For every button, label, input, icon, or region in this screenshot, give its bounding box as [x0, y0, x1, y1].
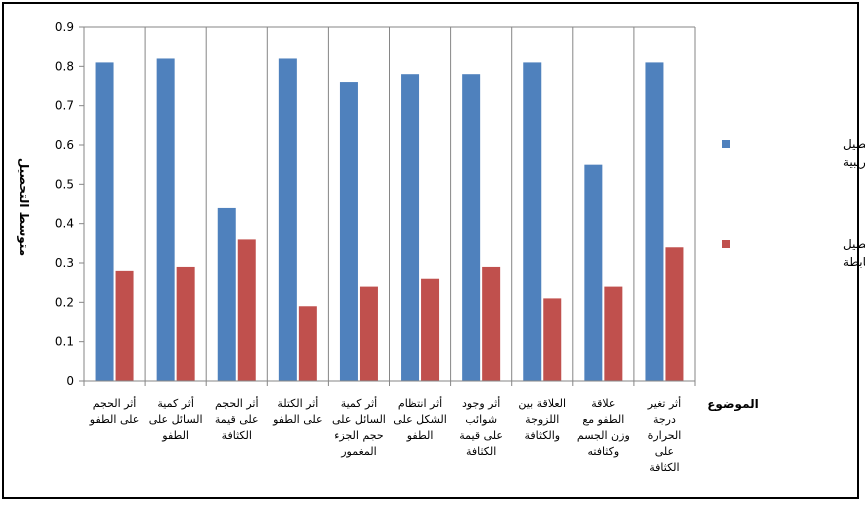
bar-series-1 [339, 82, 358, 382]
bar-series-2 [421, 278, 440, 381]
category-label-line: الكثافة [222, 429, 252, 442]
category-label: أثر وجود شوائب على قيمة الكثافة [459, 396, 503, 458]
labels-layer: 0 0.1 0.2 0.3 0.4 0.5 0.6 0.7 0.8 0.9 أثر الحجم على… [55, 20, 681, 474]
category-label-line: شوائب [465, 413, 497, 426]
category-label: أثر انتظام الشكل على الطفو [393, 396, 447, 442]
category-label-line: أثر الكتلة [277, 396, 318, 410]
grid-layer [84, 26, 696, 381]
y-tick-label: 0.5 [55, 177, 74, 191]
category-label: العلاقة بين اللزوجة والكثافة [518, 397, 566, 442]
legend-swatch-2 [722, 240, 730, 248]
category-label-line: أثر كمية [157, 396, 194, 410]
y-tick-label: 0.4 [55, 217, 74, 231]
y-tick-label: 0 [66, 374, 74, 388]
legend-label-line: متوسط التحصيل [843, 137, 865, 152]
category-label-line: المغمور [340, 445, 376, 458]
category-label: أثر الحجم على الطفو [89, 396, 140, 426]
legend-label-line: للمجموعة الضابطة [843, 255, 865, 270]
category-label-line: وزن الجسم [577, 429, 630, 442]
legend-label-1: متوسط التحصيل للمجموعة التجريبية [843, 137, 865, 170]
category-label-line: درجة [653, 413, 676, 426]
category-label-line: أثر كمية [341, 396, 378, 410]
bars-layer [95, 58, 684, 382]
legend-label-line: متوسط التحصيل [843, 237, 865, 252]
category-label: أثر تغير درجة الحرارة على الكثافة [647, 396, 682, 474]
category-label-line: أثر وجود [462, 396, 500, 410]
bar-series-2 [237, 239, 256, 381]
bar-series-1 [584, 164, 603, 381]
bar-series-1 [95, 62, 114, 382]
y-tick-label: 0.7 [55, 99, 74, 113]
category-label-line: حجم الجزء [334, 429, 383, 442]
category-label-line: على الطفو [89, 413, 140, 426]
y-axis-title: متوسط التحصيل [16, 158, 31, 256]
category-label-line: الشكل على [393, 413, 447, 426]
bar-series-2 [298, 306, 317, 381]
category-label-line: العلاقة بين [518, 397, 566, 410]
category-label-line: اللزوجة [525, 413, 559, 426]
category-label-line: أثر انتظام [398, 396, 442, 410]
bar-series-1 [401, 74, 420, 381]
category-label-line: وكثافته [587, 445, 619, 458]
y-tick-label: 0.8 [55, 59, 74, 73]
bar-series-1 [523, 62, 542, 382]
category-label-line: الكثافة [649, 461, 679, 474]
category-label-line: أثر الحجم [215, 396, 259, 410]
y-tick-label: 0.6 [55, 138, 74, 152]
category-label-line: الكثافة [466, 445, 496, 458]
category-label-line: على الطفو [272, 413, 323, 426]
category-label-line: الحرارة [648, 429, 682, 442]
category-label-line: السائل على [149, 413, 203, 426]
category-label: أثر كمية السائل على حجم الجزء المغمور [332, 396, 386, 458]
category-label: أثر الحجم على قيمة الكثافة [215, 396, 259, 442]
bar-series-1 [156, 58, 175, 381]
y-tick-label: 0.1 [55, 335, 74, 349]
category-label-line: السائل على [332, 413, 386, 426]
bar-series-2 [543, 298, 562, 381]
bar-series-2 [604, 286, 623, 381]
category-label-line: أثر تغير [647, 396, 681, 410]
category-label-line: أثر الحجم [93, 396, 137, 410]
bar-series-2 [176, 266, 195, 381]
category-label-line: والكثافة [524, 429, 560, 442]
category-label-line: على قيمة [459, 429, 503, 442]
x-axis-title: الموضوع [707, 397, 759, 412]
bar-series-1 [645, 62, 664, 382]
legend-swatch-1 [722, 140, 730, 148]
category-label: أثر الكتلة على الطفو [272, 396, 323, 426]
bar-series-2 [359, 286, 378, 381]
bar-series-2 [115, 270, 134, 381]
y-tick-label: 0.9 [55, 20, 74, 34]
bar-series-2 [482, 266, 501, 381]
y-tick-label: 0.2 [55, 295, 74, 309]
category-label-line: الطفو [406, 429, 434, 442]
category-label-line: الطفو مع [582, 413, 624, 426]
category-label: علاقة الطفو مع وزن الجسم وكثافته [577, 397, 630, 458]
axis-layer [79, 26, 696, 386]
category-label: أثر كمية السائل على الطفو [149, 396, 203, 442]
category-label-line: على قيمة [215, 413, 259, 426]
category-label-line: الطفو [161, 429, 189, 442]
bar-series-1 [278, 58, 297, 381]
legend: متوسط التحصيلللمجموعة التجريبيةمتوسط الت… [722, 137, 865, 270]
bar-series-1 [217, 207, 236, 381]
legend-label-2: متوسط التحصيل للمجموعة الضابطة [843, 237, 865, 270]
legend-label-line: للمجموعة التجريبية [843, 155, 865, 170]
bar-series-1 [462, 74, 481, 381]
category-label-line: على [655, 445, 674, 458]
bar-series-2 [665, 247, 684, 381]
category-label-line: علاقة [591, 397, 615, 410]
y-tick-label: 0.3 [55, 256, 74, 270]
